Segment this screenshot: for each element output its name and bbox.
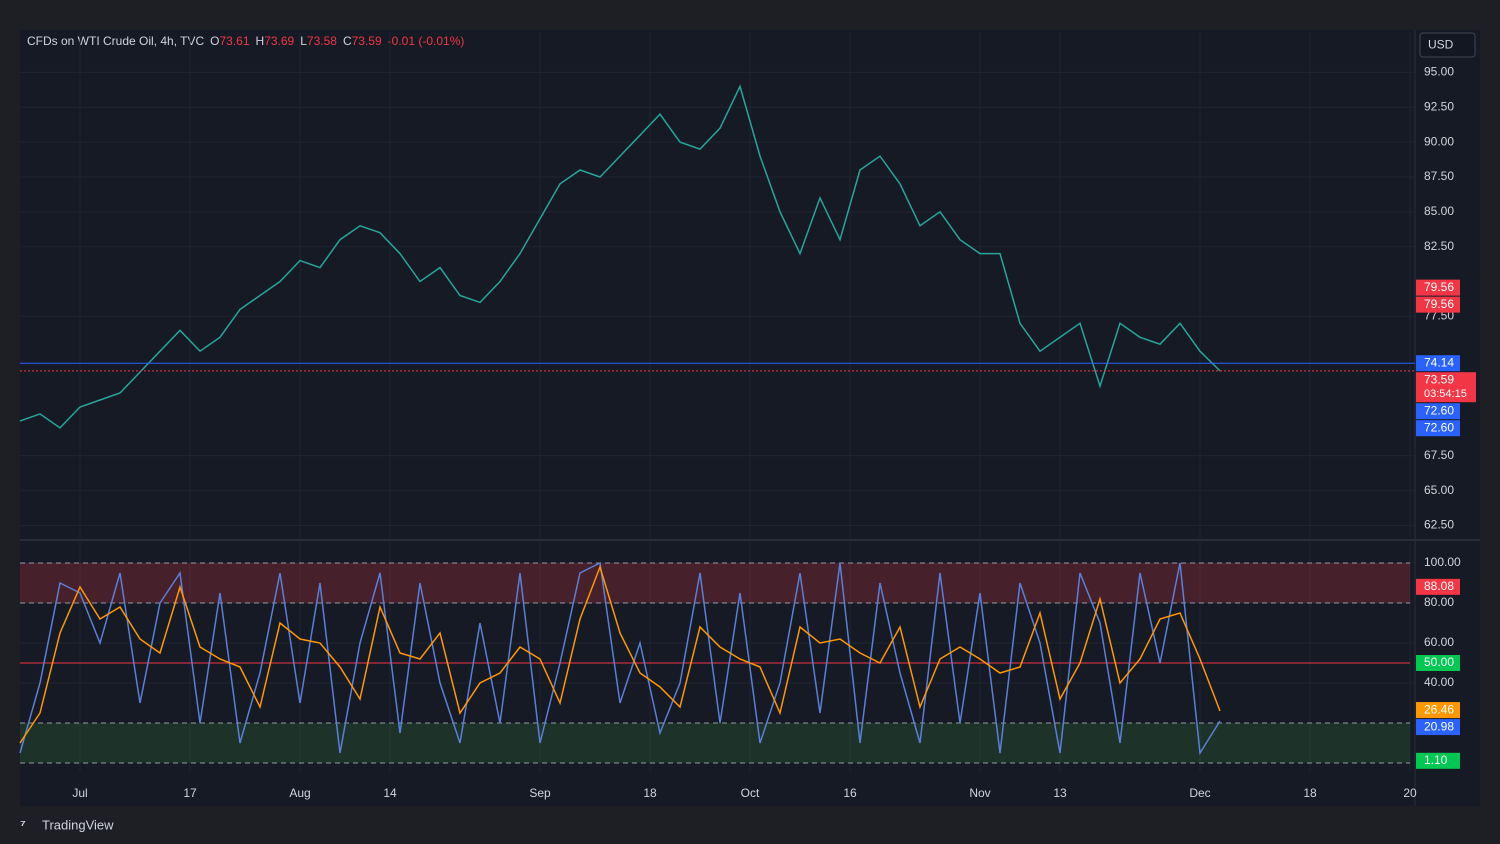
y-tick-label: 62.50 [1424,518,1454,532]
y-tick-label: 95.00 [1424,65,1454,79]
price-label-box [1416,578,1460,595]
price-label: 72.60 [1424,403,1454,417]
x-tick-label: 18 [643,786,657,800]
brand: TradingView [42,817,114,832]
legend-item: -0.01 (-0.01%) [388,34,465,48]
x-tick-label: 16 [843,786,857,800]
price-label-box [1416,420,1460,437]
countdown: 03:54:15 [1424,388,1467,400]
y-tick-label: 87.50 [1424,169,1454,183]
y-tick-label: 65.00 [1424,483,1454,497]
y-tick-label: 80.00 [1424,595,1454,609]
price-label-box [1416,655,1460,671]
y-tick-label: 92.50 [1424,99,1454,113]
price-label: 73.59 [1424,372,1454,386]
price-label: 74.14 [1424,355,1454,369]
x-tick-label: 17 [183,786,197,800]
price-label-box [1416,355,1460,372]
price-label: 50.00 [1424,655,1454,669]
x-tick-label: 20 [1403,786,1417,800]
x-tick-label: Sep [529,786,551,800]
price-label: 79.56 [1424,297,1454,311]
x-tick-label: Dec [1189,786,1210,800]
y-tick-label: 40.00 [1424,675,1454,689]
y-tick-label: 100.00 [1424,555,1461,569]
y-tick-label: 90.00 [1424,134,1454,148]
band [20,723,1410,763]
y-tick-label: 60.00 [1424,635,1454,649]
price-label-box [1416,702,1460,719]
legend-item: 73.59 [352,34,382,48]
price-label-box [1416,296,1460,313]
price-label-box [1416,403,1460,420]
legend-item: 73.58 [307,34,337,48]
price-label: 1.10 [1424,753,1448,767]
y-tick-label: 85.00 [1424,204,1454,218]
currency-box[interactable] [1419,32,1476,58]
price-label-box [1416,752,1460,769]
price-label: 20.98 [1424,719,1454,733]
price-label: 79.56 [1424,280,1454,294]
x-tick-label: Nov [969,786,990,800]
x-tick-label: 18 [1303,786,1317,800]
brand-logo: ⁷ [20,817,26,833]
legend-item: 73.69 [264,34,294,48]
price-label: 88.08 [1424,579,1454,593]
x-tick-label: Aug [289,786,310,800]
legend-item: 73.61 [220,34,250,48]
price-label: 26.46 [1424,702,1454,716]
price-label-box [1416,372,1476,403]
series-line [19,561,1221,756]
legend-item: H [256,34,265,48]
price-label-box [1416,719,1460,736]
y-tick-label: 67.50 [1424,448,1454,462]
legend-text: CFDs on WTI Crude Oil, 4h, TVC O73.61 H73.… [27,34,464,48]
legend-header: CFDs on WTI Crude Oil, 4h, TVC O73.61 H73.… [27,34,464,48]
legend-item: O [210,34,219,48]
currency[interactable]: USD [1428,38,1454,52]
legend-item: L [300,34,307,48]
x-tick-label: 13 [1053,786,1067,800]
y-tick-label: 82.50 [1424,239,1454,253]
series-line [19,564,1221,744]
x-tick-label: Jul [72,786,87,800]
legend-item: CFDs on WTI Crude Oil, 4h, TVC [27,34,204,48]
price-label-box [1416,279,1460,296]
x-tick-label: 14 [383,786,397,800]
x-tick-label: Oct [741,786,760,800]
legend-item: C [343,34,352,48]
band [20,563,1410,603]
price-label: 72.60 [1424,420,1454,434]
series-line [19,84,1221,429]
